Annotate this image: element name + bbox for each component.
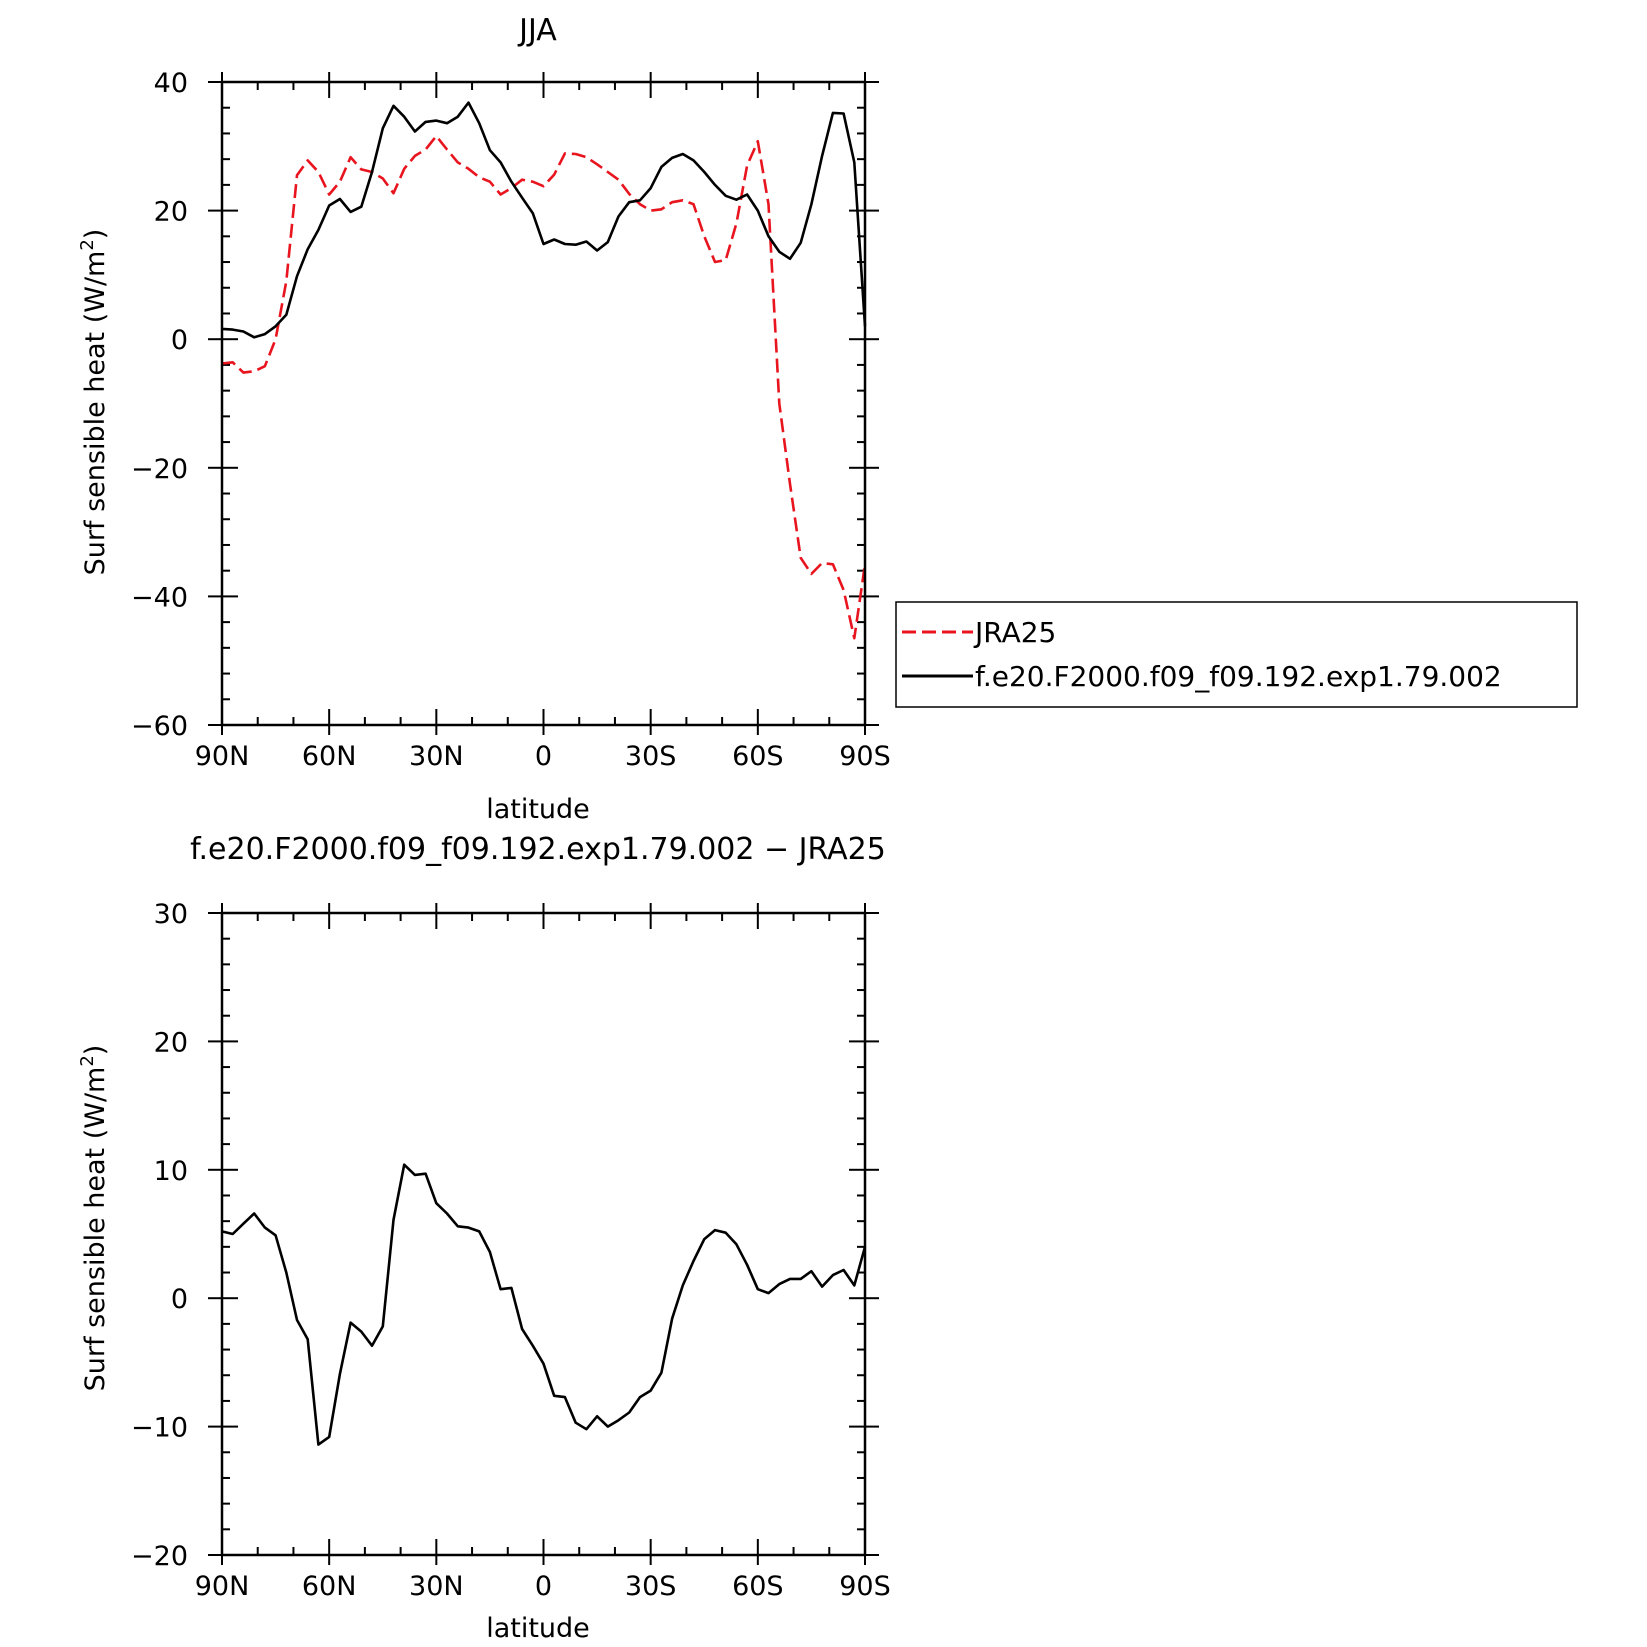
chart-title: JJA [517,13,557,48]
y-axis-label-superscript: 2 [77,239,98,250]
y-axis-label-text: Surf sensible heat (W/m [80,251,111,576]
y-axis-label-superscript: 2 [77,1055,98,1066]
y-tick-label: 0 [171,1284,188,1315]
x-tick-label: 60N [302,1571,357,1602]
x-tick-label: 0 [535,741,552,772]
y-tick-label: −20 [131,454,188,485]
x-axis-label: latitude [486,1613,590,1644]
x-tick-label: 30S [625,1571,677,1602]
y-tick-label: −60 [131,711,188,742]
y-tick-label: −10 [131,1413,188,1444]
x-tick-label: 30S [625,741,677,772]
chart-panel-bottom: f.e20.F2000.f09_f09.192.exp1.79.002 − JR… [77,832,891,1644]
y-tick-label: −40 [131,582,188,613]
y-tick-label: 40 [154,68,188,99]
x-tick-label: 60S [732,741,784,772]
legend-box [895,601,1578,708]
y-axis-label-close: ) [80,1045,111,1056]
x-tick-label: 30N [409,1571,464,1602]
series-line-difference [221,1163,867,1446]
x-tick-label: 30N [409,741,464,772]
series-layer [221,1163,867,1446]
series-line-jra25 [221,134,867,640]
x-tick-label: 90S [839,1571,891,1602]
x-axis-label: latitude [486,794,590,825]
legend-label-model: f.e20.F2000.f09_f09.192.exp1.79.002 [975,660,1502,693]
plot-frame [220,80,867,727]
y-tick-label: −20 [131,1541,188,1572]
x-tick-label: 0 [535,1571,552,1602]
tick-labels: 90N 60N 30N 0 30S 60S 90S 30 20 10 0 −10 −20 [131,899,891,1602]
y-tick-label: 30 [154,899,188,930]
legend-label-jra25: JRA25 [973,616,1056,649]
x-tick-label: 60N [302,741,357,772]
x-tick-label: 90N [195,1571,250,1602]
series-line-f-e20-f2000-f09-f09-192-exp1-79-002 [221,101,867,339]
tick-labels: 90N 60N 30N 0 30S 60S 90S 40 20 0 −20 −40 −60 [131,68,891,772]
x-tick-label: 90N [195,741,250,772]
plot-frame [220,911,867,1557]
series-layer [221,101,867,640]
legend: JRA25 f.e20.F2000.f09_f09.192.exp1.79.00… [895,601,1578,708]
x-tick-label: 90S [839,741,891,772]
x-tick-label: 60S [732,1571,784,1602]
y-tick-label: 20 [154,1027,188,1058]
y-axis-label: Surf sensible heat (W/m2) [77,229,111,576]
chart-panel-top: JJA 90N 60N 30N 0 30S 60S 90S 40 20 0 −20 −40 −60 la… [77,13,1578,825]
y-axis-label: Surf sensible heat (W/m2) [77,1045,111,1392]
chart-title: f.e20.F2000.f09_f09.192.exp1.79.002 − JR… [190,832,886,867]
axis-ticks [208,903,879,1565]
y-tick-label: 0 [171,325,188,356]
y-axis-label-close: ) [80,229,111,240]
y-axis-label-text: Surf sensible heat (W/m [80,1067,111,1392]
y-tick-label: 20 [154,197,188,228]
y-tick-label: 10 [154,1156,188,1187]
